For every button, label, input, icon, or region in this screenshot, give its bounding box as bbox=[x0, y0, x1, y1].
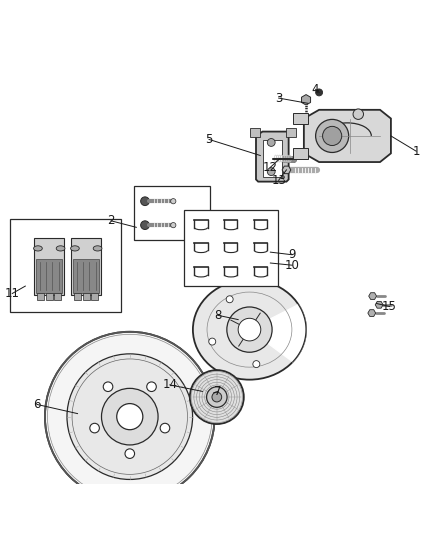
Ellipse shape bbox=[93, 246, 102, 251]
Bar bbox=[71, 238, 101, 295]
Circle shape bbox=[253, 361, 260, 368]
Bar bbox=[83, 294, 90, 300]
Bar bbox=[46, 294, 53, 300]
Text: 1: 1 bbox=[413, 144, 420, 158]
Circle shape bbox=[212, 392, 222, 402]
Bar bbox=[286, 128, 296, 137]
Polygon shape bbox=[375, 301, 383, 308]
Bar bbox=[92, 294, 99, 300]
Text: 11: 11 bbox=[5, 287, 20, 300]
Text: 5: 5 bbox=[205, 133, 213, 146]
Text: 7: 7 bbox=[214, 385, 222, 398]
Ellipse shape bbox=[193, 279, 306, 379]
Bar bbox=[73, 259, 99, 293]
Circle shape bbox=[147, 382, 156, 392]
Circle shape bbox=[267, 139, 275, 147]
Polygon shape bbox=[301, 94, 311, 105]
Circle shape bbox=[190, 370, 244, 424]
Polygon shape bbox=[256, 132, 289, 182]
Circle shape bbox=[102, 389, 158, 445]
Circle shape bbox=[226, 296, 233, 303]
Text: 8: 8 bbox=[214, 309, 221, 322]
Circle shape bbox=[72, 359, 187, 474]
Bar bbox=[74, 294, 81, 300]
Circle shape bbox=[267, 168, 275, 175]
Circle shape bbox=[160, 423, 170, 433]
Circle shape bbox=[141, 221, 149, 230]
Text: 2: 2 bbox=[107, 214, 115, 227]
Ellipse shape bbox=[71, 246, 79, 251]
Text: 15: 15 bbox=[382, 300, 397, 313]
Circle shape bbox=[171, 199, 176, 204]
Polygon shape bbox=[250, 304, 306, 362]
Circle shape bbox=[316, 89, 322, 96]
Text: 12: 12 bbox=[262, 161, 277, 174]
Text: 14: 14 bbox=[162, 378, 177, 391]
Polygon shape bbox=[369, 293, 377, 300]
Ellipse shape bbox=[322, 126, 342, 146]
Polygon shape bbox=[304, 110, 391, 162]
Polygon shape bbox=[368, 310, 376, 317]
Bar bbox=[293, 114, 308, 124]
Text: 3: 3 bbox=[275, 92, 283, 104]
Ellipse shape bbox=[316, 119, 349, 152]
Circle shape bbox=[45, 332, 215, 502]
Text: 13: 13 bbox=[271, 174, 286, 187]
Circle shape bbox=[117, 403, 143, 430]
Circle shape bbox=[207, 387, 227, 407]
Polygon shape bbox=[282, 166, 291, 174]
Bar bbox=[184, 210, 278, 286]
Bar bbox=[54, 294, 61, 300]
Circle shape bbox=[90, 423, 99, 433]
Bar bbox=[10, 219, 121, 312]
Circle shape bbox=[125, 449, 134, 458]
Bar bbox=[251, 128, 260, 137]
Bar bbox=[262, 140, 282, 177]
Circle shape bbox=[67, 354, 193, 480]
Ellipse shape bbox=[34, 246, 42, 251]
Text: 6: 6 bbox=[33, 398, 41, 411]
Circle shape bbox=[238, 318, 261, 341]
Circle shape bbox=[103, 382, 113, 392]
Circle shape bbox=[353, 109, 364, 119]
Circle shape bbox=[141, 197, 149, 206]
Bar bbox=[36, 259, 62, 293]
Text: 10: 10 bbox=[285, 259, 300, 272]
Bar bbox=[134, 186, 210, 240]
Ellipse shape bbox=[56, 246, 65, 251]
Bar bbox=[37, 294, 44, 300]
Circle shape bbox=[209, 338, 216, 345]
Text: 9: 9 bbox=[288, 248, 296, 261]
Text: 4: 4 bbox=[312, 83, 319, 96]
Circle shape bbox=[227, 307, 272, 352]
Bar bbox=[35, 238, 64, 295]
Circle shape bbox=[171, 223, 176, 228]
Bar bbox=[293, 148, 308, 158]
